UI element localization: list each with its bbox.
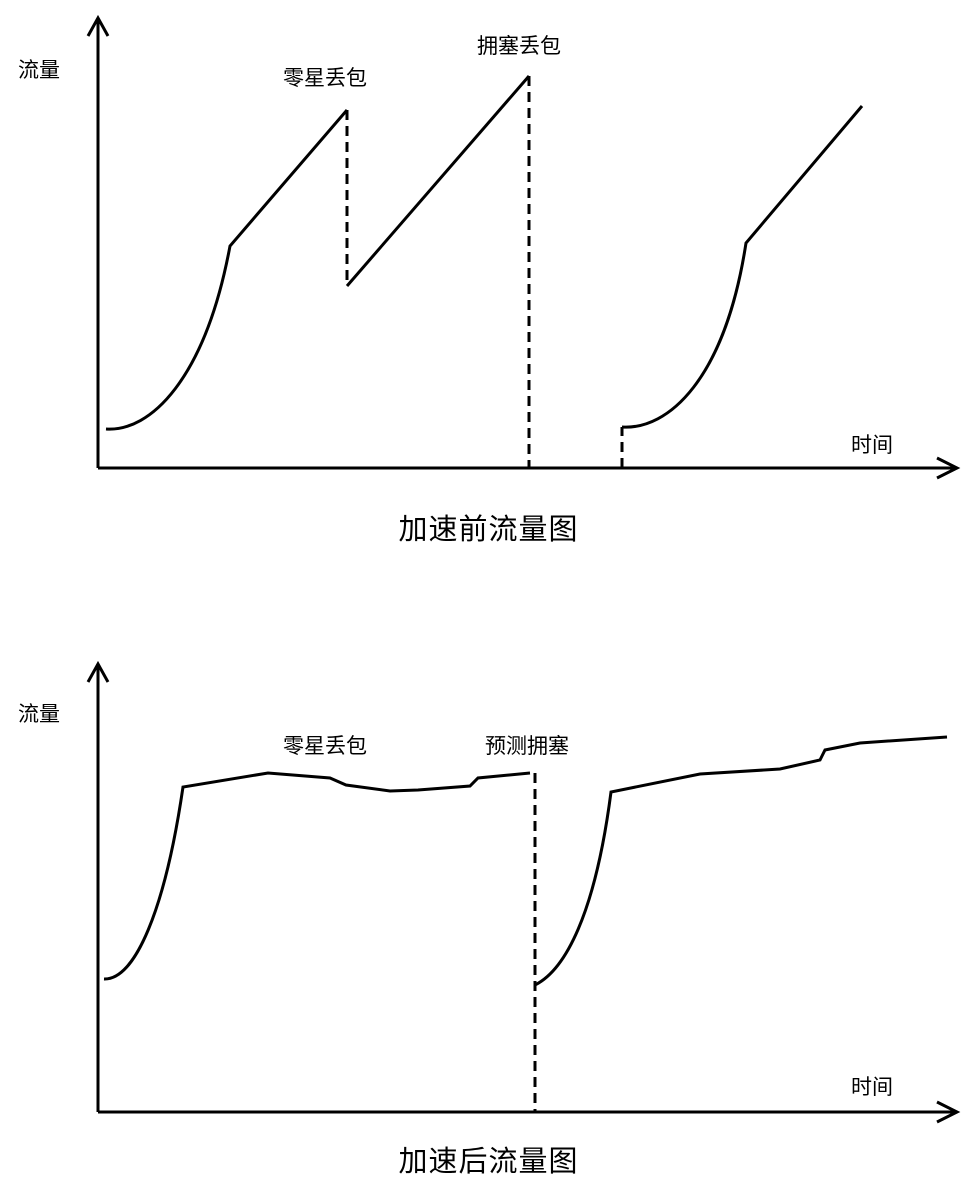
after-acceleration-figure: 流量 时间 零星丢包 预测拥塞 加速后流量图 <box>0 640 977 1196</box>
traffic-curve-segment-1 <box>105 109 349 431</box>
y-axis-arrow <box>86 14 110 37</box>
before-acceleration-caption: 加速前流量图 <box>398 512 579 546</box>
x-axis-arrow <box>936 456 961 480</box>
y-axis-label: 流量 <box>18 702 60 726</box>
traffic-curve-segment-2 <box>345 75 531 287</box>
x-axis-label: 时间 <box>851 433 893 457</box>
y-axis-arrow <box>86 660 110 683</box>
before-acceleration-figure: 流量 时间 零星丢包 拥塞丢包 加速前流量图 <box>0 0 977 560</box>
congestion-loss-label: 拥塞丢包 <box>477 34 561 58</box>
after-acceleration-plot: 流量 时间 零星丢包 预测拥塞 <box>18 660 961 1124</box>
after-acceleration-caption: 加速后流量图 <box>398 1144 579 1178</box>
sporadic-loss-label: 零星丢包 <box>283 734 367 758</box>
before-acceleration-plot: 流量 时间 零星丢包 拥塞丢包 <box>18 14 961 480</box>
x-axis-arrow <box>936 1100 961 1124</box>
traffic-curve-segment-2 <box>534 735 948 987</box>
traffic-curve-segment-3 <box>621 105 864 429</box>
x-axis-label: 时间 <box>851 1075 893 1099</box>
traffic-curve-segment-1 <box>103 771 531 981</box>
y-axis-label: 流量 <box>18 58 60 82</box>
sporadic-loss-label: 零星丢包 <box>283 66 367 90</box>
predict-congestion-label: 预测拥塞 <box>485 734 569 758</box>
